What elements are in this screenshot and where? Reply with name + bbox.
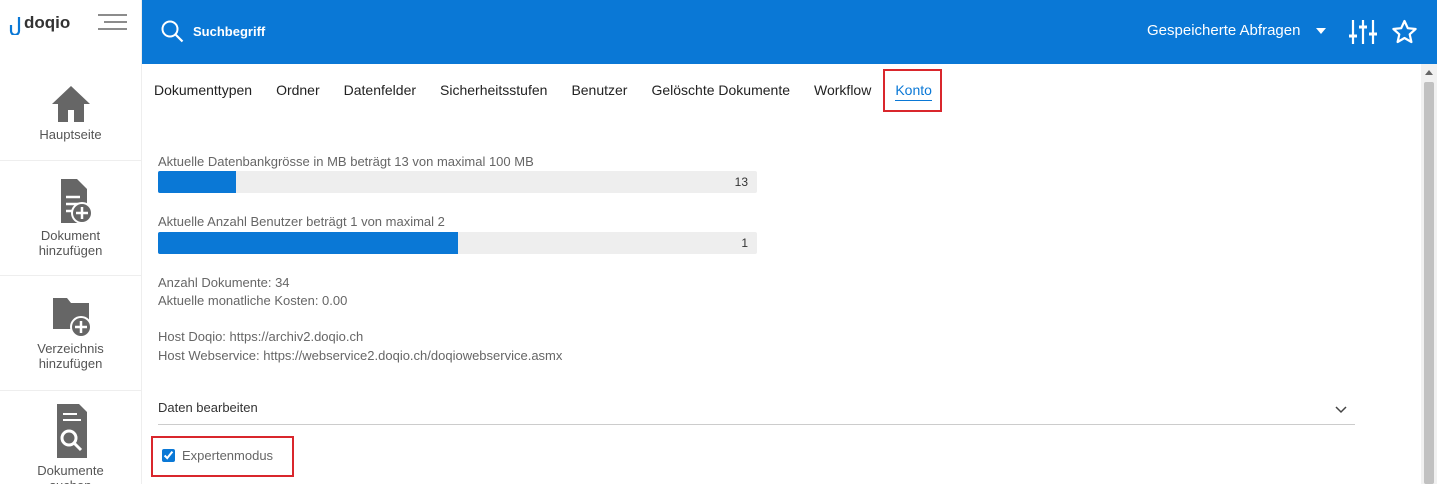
- scrollbar[interactable]: [1421, 64, 1437, 484]
- tab[interactable]: Konto: [895, 80, 932, 101]
- nav-label: Hauptseite: [39, 127, 102, 142]
- nav-add-folder[interactable]: Verzeichnis hinzufügen: [0, 294, 141, 371]
- edit-section-title[interactable]: Daten bearbeiten: [158, 400, 258, 415]
- search-documents-icon: [56, 404, 87, 458]
- progress-bar: [158, 232, 458, 254]
- dropdown-caret[interactable]: [1316, 28, 1326, 36]
- tab[interactable]: Datenfelder: [343, 82, 417, 98]
- logo-text: doqio: [24, 13, 71, 32]
- tab[interactable]: Benutzer: [571, 82, 628, 98]
- expand-chevron[interactable]: [1335, 406, 1347, 414]
- divider: [158, 424, 1355, 425]
- progress-label: Aktuelle Datenbankgrösse in MB beträgt 1…: [158, 154, 534, 169]
- highlight-box: [151, 436, 294, 477]
- nav-add-document[interactable]: Dokument hinzufügen: [0, 177, 141, 258]
- logo-icon: [9, 17, 21, 35]
- progress-value: 1: [741, 236, 748, 250]
- filter-icon[interactable]: [1349, 19, 1377, 45]
- expert-mode-checkbox[interactable]: [162, 449, 175, 462]
- expert-mode-label: Expertenmodus: [182, 448, 274, 463]
- nav-label: Dokumente suchen: [37, 463, 104, 484]
- nav-search-documents[interactable]: Dokumente suchen: [0, 402, 141, 484]
- tab-bar: Dokumenttypen Ordner Datenfelder Sicherheit…: [154, 80, 932, 101]
- progress-value: 13: [734, 175, 748, 189]
- tab[interactable]: Sicherheitsstufen: [440, 82, 548, 98]
- expert-mode[interactable]: Expertenmodus: [162, 448, 273, 463]
- document-count: Anzahl Dokumente: 34: [158, 275, 290, 290]
- search-icon[interactable]: [161, 20, 185, 44]
- host-webservice: Host Webservice: https://webservice2.doq…: [158, 348, 563, 363]
- progress-bar: [158, 171, 236, 193]
- nav-label: Dokument hinzufügen: [38, 228, 103, 258]
- tab[interactable]: Dokumenttypen: [154, 82, 253, 98]
- search-input[interactable]: Suchbegriff: [193, 24, 266, 39]
- favorite-icon[interactable]: [1391, 19, 1418, 45]
- nav-home[interactable]: Hauptseite: [0, 84, 141, 142]
- progress-track: 13: [158, 171, 757, 193]
- tab[interactable]: Workflow: [814, 82, 872, 98]
- highlight-box: [883, 69, 942, 112]
- nav-label: Verzeichnis hinzufügen: [37, 341, 104, 371]
- tab[interactable]: Gelöschte Dokumente: [651, 82, 791, 98]
- scroll-thumb[interactable]: [1424, 82, 1434, 484]
- scroll-up[interactable]: [1425, 69, 1433, 75]
- tab[interactable]: Ordner: [276, 82, 320, 98]
- saved-queries[interactable]: Gespeicherte Abfragen: [1147, 22, 1301, 39]
- host-doqio: Host Doqio: https://archiv2.doqio.ch: [158, 329, 364, 344]
- menu-button[interactable]: [98, 14, 128, 32]
- progress-track: 1: [158, 232, 757, 254]
- top-bar: Suchbegriff Gespeicherte Abfragen: [142, 0, 1437, 64]
- progress-label: Aktuelle Anzahl Benutzer beträgt 1 von m…: [158, 214, 445, 229]
- sidebar: doqio Hauptseite Dokument hinzufügen Ver…: [0, 0, 142, 484]
- add-folder-icon: [52, 298, 92, 338]
- home-icon: [51, 86, 90, 122]
- add-document-icon: [60, 179, 93, 224]
- monthly-costs: Aktuelle monatliche Kosten: 0.00: [158, 293, 348, 308]
